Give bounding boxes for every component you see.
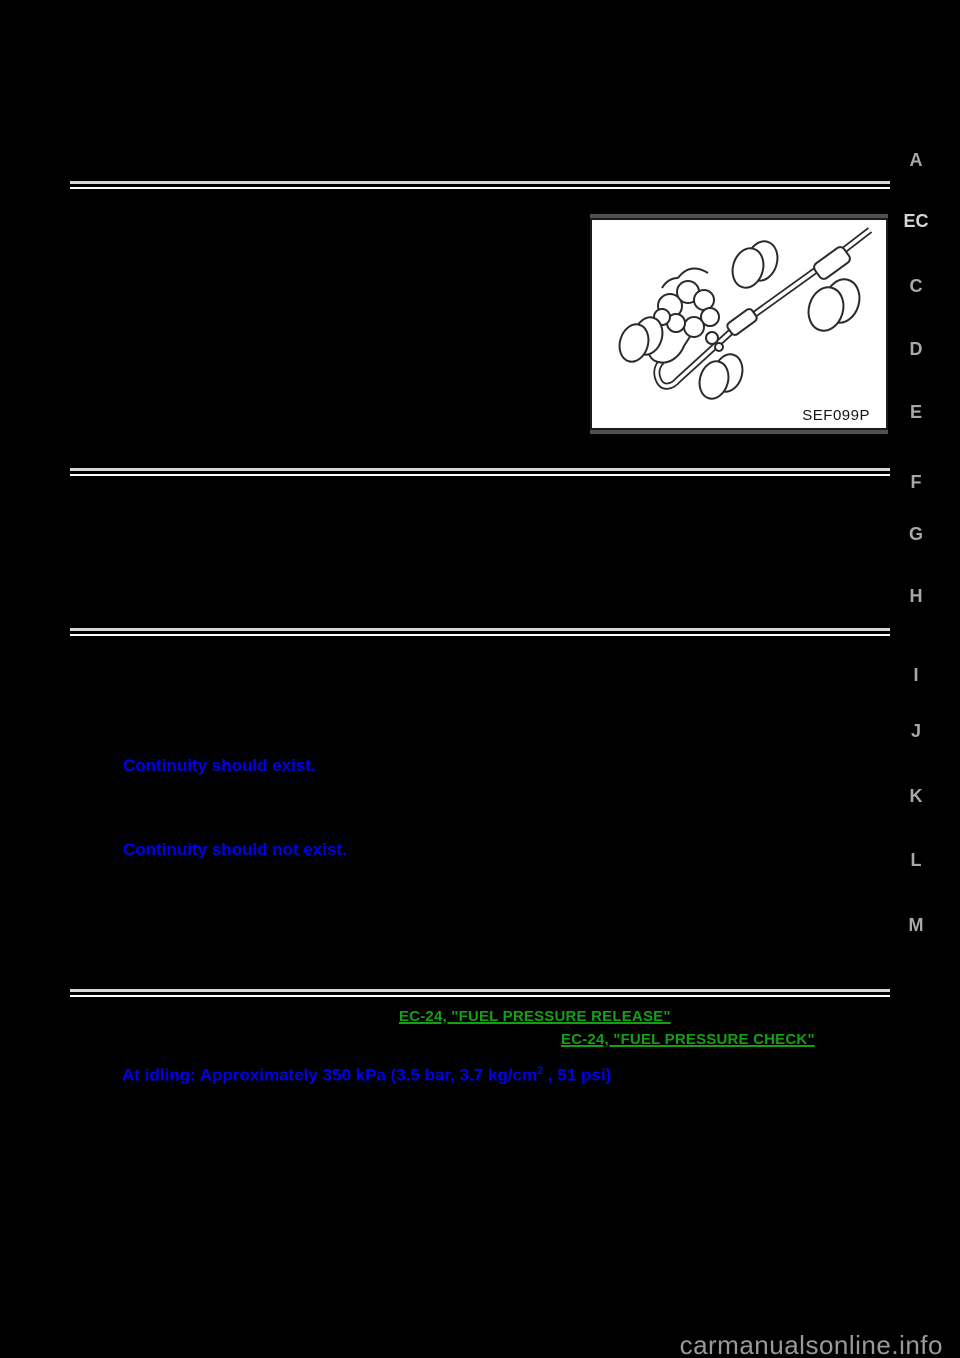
margin-tab-h: H xyxy=(909,586,923,606)
figure-canvas: SEF099P xyxy=(590,218,888,430)
fuel-pressure-spec: At idling: Approximately 350 kPa (3.5 ba… xyxy=(122,1065,611,1086)
margin-tab-f: F xyxy=(910,472,922,492)
section-divider-4 xyxy=(70,989,890,997)
spec-superscript: 2 xyxy=(537,1065,544,1077)
wheel-front-left xyxy=(618,316,664,363)
margin-tab-d: D xyxy=(909,339,923,359)
section-divider-2 xyxy=(70,468,890,476)
spec-suffix: , 51 psi) xyxy=(543,1065,612,1085)
exhaust-illustration xyxy=(618,227,873,400)
margin-tab-m: M xyxy=(908,915,924,935)
link-fuel-pressure-release[interactable]: EC-24, "FUEL PRESSURE RELEASE" xyxy=(399,1008,671,1025)
section-divider-1 xyxy=(70,181,890,189)
margin-tab-c: C xyxy=(909,276,923,296)
margin-tab-j: J xyxy=(910,721,921,741)
margin-tab-e: E xyxy=(909,402,922,422)
spec-prefix: At idling: Approximately 350 kPa (3.5 ba… xyxy=(122,1065,538,1085)
section-divider-3 xyxy=(70,628,890,636)
continuity-not-exist-text: Continuity should not exist. xyxy=(123,840,347,859)
margin-tab-g: G xyxy=(908,524,923,544)
watermark-text: carmanualsonline.info xyxy=(679,1330,943,1358)
continuity-exist-text: Continuity should exist. xyxy=(123,756,316,775)
figure-exhaust-smoke: SEF099P xyxy=(590,214,888,434)
margin-tab-i: I xyxy=(913,665,919,685)
margin-tab-a: A xyxy=(909,150,923,170)
margin-tab-k: K xyxy=(909,786,923,806)
link-fuel-pressure-check[interactable]: EC-24, "FUEL PRESSURE CHECK" xyxy=(561,1031,815,1048)
figure-bottom-bar xyxy=(590,430,888,434)
margin-tab-ec: EC xyxy=(903,211,929,231)
wheel-rear-left xyxy=(731,240,779,289)
figure-code-label: SEF099P xyxy=(802,407,870,424)
margin-tab-l: L xyxy=(910,850,922,870)
rear-muffler xyxy=(813,246,851,280)
wheel-rear-right xyxy=(807,278,861,332)
wheel-front-right xyxy=(698,353,744,400)
center-resonator xyxy=(726,308,758,336)
figure-top-bar xyxy=(590,214,888,218)
